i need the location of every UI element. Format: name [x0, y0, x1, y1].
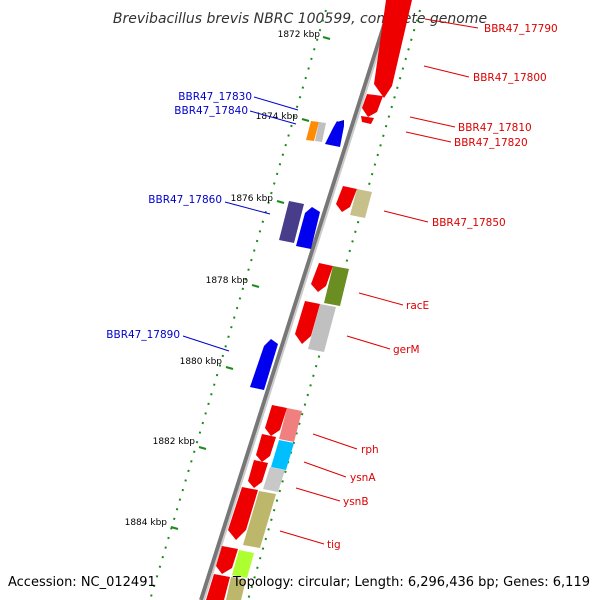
gene-box	[315, 122, 326, 142]
gene-box	[324, 266, 349, 306]
callout-line	[182, 335, 230, 352]
gene-arrow	[256, 434, 276, 462]
callout-line	[405, 131, 452, 143]
callout-line	[303, 461, 347, 478]
gene-box	[279, 201, 304, 243]
genome-summary-text: Topology: circular; Length: 6,296,436 bp…	[232, 575, 590, 590]
gene-label[interactable]: BBR47_17840	[174, 105, 248, 117]
callout-line	[358, 292, 404, 306]
scale-tick	[322, 36, 331, 40]
gene-arrow	[216, 546, 238, 574]
scale-ticks	[170, 36, 331, 530]
scale-tick	[225, 366, 234, 370]
gene-label[interactable]: tig	[327, 539, 341, 551]
gene-label[interactable]: BBR47_17790	[484, 23, 558, 35]
scale-tick	[170, 526, 179, 530]
callout-line	[253, 96, 299, 111]
scale-tick	[198, 446, 207, 450]
gene-arrow	[336, 186, 357, 212]
gene-label[interactable]: ysnB	[343, 496, 369, 508]
scale-labels: 1872 kbp 1874 kbp 1876 kbp 1878 kbp 1880…	[125, 30, 321, 528]
callout-line	[424, 18, 479, 29]
gene-arrow	[311, 263, 333, 292]
gene-box	[306, 121, 319, 141]
gene-label[interactable]: BBR47_17820	[454, 137, 528, 149]
gene-arrow	[325, 121, 344, 147]
gene-arrow	[337, 120, 344, 126]
gene-arrow	[362, 94, 383, 117]
callout-line	[279, 530, 325, 545]
gene-box	[232, 550, 254, 578]
gene-label[interactable]: rph	[361, 444, 379, 456]
gene-arrow	[374, 0, 412, 98]
scale-label: 1876 kbp	[231, 194, 274, 204]
gene-arrow	[228, 487, 258, 540]
callout-line	[312, 433, 358, 450]
scale-label: 1882 kbp	[153, 437, 196, 447]
outer-guide-track	[247, 9, 421, 600]
gene-arrow	[361, 116, 374, 124]
gene-label[interactable]: BBR47_17800	[473, 72, 547, 84]
reverse-genes	[250, 120, 344, 390]
gene-box	[271, 440, 294, 470]
gene-box	[263, 467, 285, 492]
gene-arrow	[206, 574, 230, 600]
scale-label: 1872 kbp	[278, 30, 321, 40]
gene-arrow	[250, 339, 278, 390]
callout-line	[295, 487, 341, 502]
scale-tick	[301, 118, 310, 122]
callout-lines	[182, 18, 479, 545]
genome-backbone	[199, 0, 396, 600]
gene-arrow	[296, 207, 320, 249]
scale-label: 1874 kbp	[256, 112, 299, 122]
gene-arrow	[265, 405, 287, 436]
map-title: Brevibacillus brevis NBRC 100599, comple…	[113, 11, 487, 27]
gene-box	[243, 491, 276, 548]
callout-line	[346, 335, 391, 350]
gene-box	[226, 577, 246, 600]
gene-box	[308, 304, 336, 352]
callout-line	[383, 210, 429, 223]
forward-genes	[206, 0, 412, 600]
gene-label[interactable]: ysnA	[350, 472, 376, 484]
gene-arrow	[295, 301, 320, 344]
callout-line	[423, 65, 470, 78]
gene-label[interactable]: gerM	[393, 344, 420, 356]
gene-arrow	[248, 460, 268, 488]
gene-box	[350, 189, 372, 218]
callout-line	[224, 201, 271, 215]
forward-gene-labels: BBR47_17790 BBR47_17800 BBR47_17810 BBR4…	[327, 23, 558, 551]
gene-label[interactable]: BBR47_17890	[106, 329, 180, 341]
gene-label[interactable]: BBR47_17860	[148, 194, 222, 206]
callout-line	[409, 116, 456, 128]
gene-label[interactable]: BBR47_17830	[178, 91, 252, 103]
gene-label[interactable]: racE	[406, 300, 429, 312]
scale-tick	[251, 284, 260, 288]
gene-label[interactable]: BBR47_17810	[458, 122, 532, 134]
scale-label: 1878 kbp	[206, 276, 249, 286]
scale-label: 1880 kbp	[180, 357, 223, 367]
gene-box	[279, 408, 302, 442]
accession-text: Accession: NC_012491	[8, 575, 156, 590]
scale-tick	[276, 200, 285, 204]
forward-features	[226, 189, 372, 600]
reverse-gene-labels: BBR47_17830 BBR47_17840 BBR47_17860 BBR4…	[106, 91, 252, 341]
callout-line	[249, 110, 297, 125]
scale-label: 1884 kbp	[125, 518, 168, 528]
gene-label[interactable]: BBR47_17850	[432, 217, 506, 229]
